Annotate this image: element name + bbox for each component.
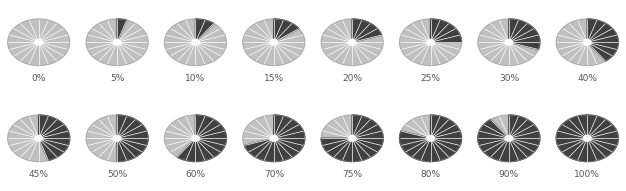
Polygon shape xyxy=(117,115,148,162)
Polygon shape xyxy=(321,115,383,162)
Text: 20%: 20% xyxy=(342,74,362,83)
Text: 25%: 25% xyxy=(421,74,441,83)
Polygon shape xyxy=(270,40,277,45)
Polygon shape xyxy=(427,135,434,141)
Text: 80%: 80% xyxy=(421,170,441,179)
Text: 10%: 10% xyxy=(185,74,205,83)
Text: 5%: 5% xyxy=(110,74,125,83)
Polygon shape xyxy=(195,19,213,42)
Text: 100%: 100% xyxy=(574,170,600,179)
Polygon shape xyxy=(39,115,69,160)
Polygon shape xyxy=(509,19,540,49)
Text: 70%: 70% xyxy=(264,170,284,179)
Polygon shape xyxy=(113,40,121,45)
Polygon shape xyxy=(557,115,618,162)
Polygon shape xyxy=(399,115,461,162)
Polygon shape xyxy=(165,19,227,66)
Polygon shape xyxy=(478,115,540,162)
Polygon shape xyxy=(478,115,540,162)
Polygon shape xyxy=(35,135,43,141)
Polygon shape xyxy=(86,19,148,66)
Polygon shape xyxy=(113,135,121,141)
Text: 30%: 30% xyxy=(499,74,519,83)
Polygon shape xyxy=(165,115,227,162)
Polygon shape xyxy=(192,135,199,141)
Text: 40%: 40% xyxy=(577,74,597,83)
Polygon shape xyxy=(8,115,69,162)
Polygon shape xyxy=(505,135,513,141)
Polygon shape xyxy=(583,40,591,45)
Polygon shape xyxy=(349,135,356,141)
Polygon shape xyxy=(35,40,43,45)
Polygon shape xyxy=(274,19,299,42)
Text: 15%: 15% xyxy=(264,74,284,83)
Polygon shape xyxy=(321,115,383,162)
Polygon shape xyxy=(321,19,383,66)
Polygon shape xyxy=(587,19,618,61)
Polygon shape xyxy=(399,19,461,66)
Polygon shape xyxy=(243,115,305,162)
Polygon shape xyxy=(505,40,513,45)
Polygon shape xyxy=(177,115,227,162)
Polygon shape xyxy=(431,19,461,42)
Text: 45%: 45% xyxy=(29,170,49,179)
Polygon shape xyxy=(192,40,199,45)
Polygon shape xyxy=(583,135,591,141)
Polygon shape xyxy=(243,19,305,66)
Text: 0%: 0% xyxy=(31,74,46,83)
Text: 60%: 60% xyxy=(185,170,205,179)
Polygon shape xyxy=(427,40,434,45)
Polygon shape xyxy=(399,115,461,162)
Polygon shape xyxy=(557,115,618,162)
Polygon shape xyxy=(117,19,126,42)
Polygon shape xyxy=(270,135,277,141)
Polygon shape xyxy=(349,40,356,45)
Polygon shape xyxy=(8,19,69,66)
Polygon shape xyxy=(478,19,540,66)
Polygon shape xyxy=(86,115,148,162)
Text: 50%: 50% xyxy=(107,170,127,179)
Polygon shape xyxy=(244,115,305,162)
Text: 90%: 90% xyxy=(499,170,519,179)
Text: 75%: 75% xyxy=(342,170,362,179)
Polygon shape xyxy=(557,19,618,66)
Polygon shape xyxy=(352,19,382,42)
